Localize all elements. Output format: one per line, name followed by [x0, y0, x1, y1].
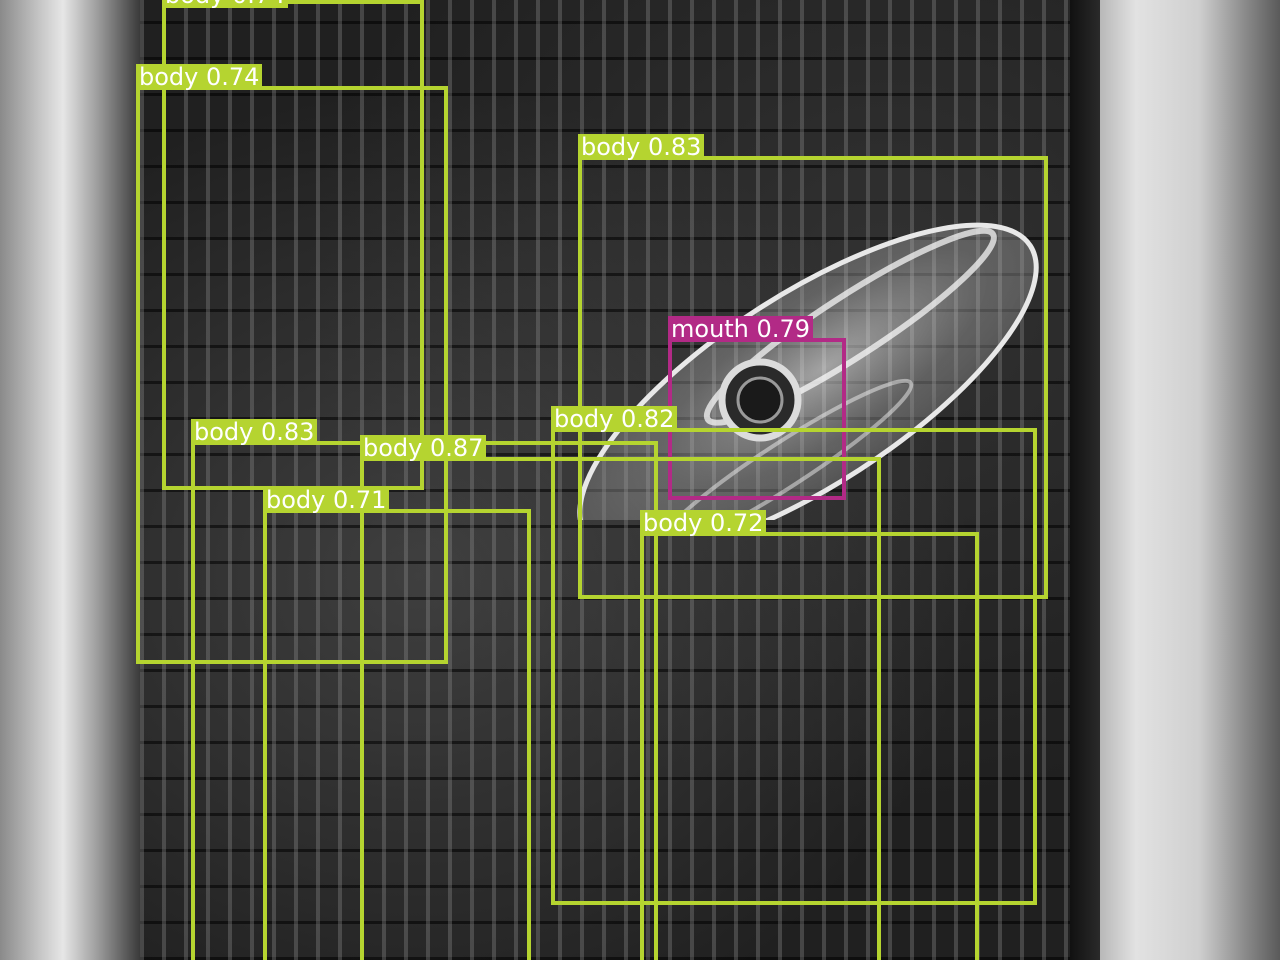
detection-score: 0.87 [430, 434, 484, 462]
belt-edge-rail [1070, 0, 1100, 960]
detection-label: body [554, 405, 614, 433]
detection-score: 0.79 [756, 315, 810, 343]
detection-box-d3: body 0.83 [578, 134, 1048, 599]
glass-bottle [577, 222, 1039, 520]
detection-label: body [165, 0, 224, 9]
detection-box-d9: body 0.72 [640, 510, 979, 960]
detection-box-d5: body 0.82 [551, 406, 1037, 905]
detection-label: body [139, 63, 199, 91]
detection-score: 0.82 [621, 405, 675, 433]
detection-score: 0.83 [261, 418, 315, 446]
detection-label: body [643, 509, 703, 537]
detection-box-d7: body 0.87 [360, 435, 881, 960]
detection-label: mouth [671, 315, 749, 343]
detection-box-d2: body 0.74 [136, 64, 448, 664]
detection-label: body [363, 434, 423, 462]
detection-label: body [581, 133, 641, 161]
detection-box-d8: body 0.71 [263, 487, 531, 960]
detection-label: body [266, 486, 326, 514]
detection-box-d4: mouth 0.79 [668, 316, 846, 500]
detection-score: 0.74 [232, 0, 285, 9]
detection-score: 0.72 [710, 509, 764, 537]
right-metal-guide [1100, 0, 1280, 960]
detection-score: 0.71 [333, 486, 387, 514]
detection-score: 0.83 [648, 133, 702, 161]
left-metal-guide [0, 0, 140, 960]
detection-score: 0.74 [206, 63, 260, 91]
detection-label: body [194, 418, 254, 446]
